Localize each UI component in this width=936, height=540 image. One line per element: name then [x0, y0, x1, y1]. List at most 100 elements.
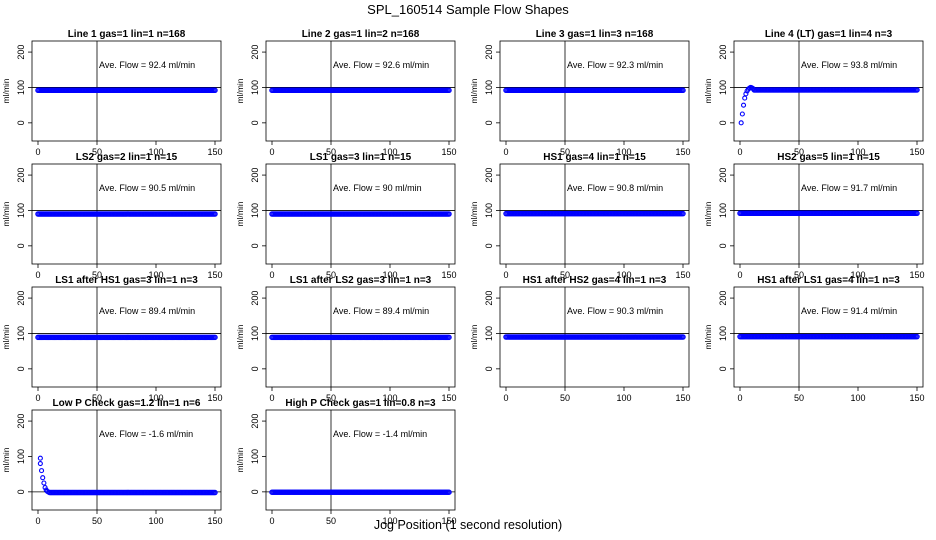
- average-flow-annotation: Ave. Flow = -1.4 ml/min: [333, 429, 427, 439]
- data-point: [212, 489, 218, 496]
- x-tick-label: 50: [794, 393, 804, 403]
- x-tick-label: 150: [207, 270, 222, 280]
- y-tick-label: 0: [250, 366, 260, 371]
- data-point: [212, 87, 218, 94]
- y-axis-label: ml/min: [703, 201, 713, 226]
- y-tick-label: 0: [484, 243, 494, 248]
- y-tick-label: 100: [16, 449, 26, 464]
- data-point: [41, 480, 47, 486]
- data-point: [446, 489, 452, 495]
- x-tick-label: 0: [35, 516, 40, 526]
- x-tick-label: 150: [675, 393, 690, 403]
- average-flow-annotation: Ave. Flow = 90 ml/min: [333, 183, 422, 193]
- x-tick-label: 0: [35, 270, 40, 280]
- data-point: [680, 334, 686, 340]
- panel-6: LS1 gas=3 lin=1 n=15 0 50 100 150 0 100 200 ml/m…: [235, 152, 457, 280]
- data-point: [914, 87, 920, 93]
- panel-8: HS2 gas=5 lin=1 n=15 0 50 100 150 0 100 200 ml/m…: [703, 152, 925, 280]
- y-tick-label: 0: [484, 120, 494, 125]
- plot-frame: [265, 163, 456, 265]
- y-tick-label: 0: [250, 243, 260, 248]
- x-tick-label: 150: [441, 270, 456, 280]
- plot-frame: [733, 286, 924, 388]
- plot-frame: [265, 409, 456, 511]
- panel-14: High P Check gas=1 lin=0.8 n=3 0 50 100 150 0…: [235, 398, 457, 526]
- x-tick-label: 100: [850, 147, 865, 157]
- x-tick-label: 0: [503, 147, 508, 157]
- x-tick-label: 0: [269, 147, 274, 157]
- x-tick-label: 100: [616, 270, 631, 280]
- x-tick-label: 0: [737, 270, 742, 280]
- y-tick-label: 100: [16, 80, 26, 95]
- y-tick-label: 100: [16, 203, 26, 218]
- average-flow-annotation: Ave. Flow = 91.4 ml/min: [801, 306, 897, 316]
- x-tick-label: 50: [794, 147, 804, 157]
- plot-frame: [31, 40, 222, 142]
- y-tick-label: 0: [718, 243, 728, 248]
- panel-3: Line 3 gas=1 lin=3 n=168 0 50 100 150 0 100 200…: [469, 29, 691, 157]
- panel-title: LS1 after HS1 gas=3 lin=1 n=3: [55, 275, 198, 286]
- x-tick-label: 100: [382, 393, 397, 403]
- y-tick-label: 200: [250, 168, 260, 183]
- y-tick-label: 100: [16, 326, 26, 341]
- panel-title: LS1 gas=3 lin=1 n=15: [310, 152, 412, 163]
- data-point: [446, 87, 452, 94]
- panel-title: High P Check gas=1 lin=0.8 n=3: [285, 398, 436, 409]
- data-point: [212, 211, 218, 217]
- y-axis-label: ml/min: [469, 324, 479, 349]
- x-tick-label: 0: [503, 393, 508, 403]
- average-flow-annotation: Ave. Flow = 90.8 ml/min: [567, 183, 663, 193]
- x-tick-label: 100: [382, 270, 397, 280]
- panel-1: Line 1 gas=1 lin=1 n=168 0 50 100 150 0 100 200…: [1, 29, 223, 157]
- x-tick-label: 0: [35, 147, 40, 157]
- y-tick-label: 200: [250, 291, 260, 306]
- y-axis-label: ml/min: [235, 201, 245, 226]
- x-tick-label: 0: [35, 393, 40, 403]
- x-tick-label: 100: [148, 393, 163, 403]
- x-tick-label: 150: [441, 516, 456, 526]
- y-tick-label: 0: [484, 366, 494, 371]
- x-tick-label: 100: [382, 147, 397, 157]
- data-point: [212, 334, 218, 341]
- y-tick-label: 100: [250, 80, 260, 95]
- average-flow-annotation: Ave. Flow = 90.5 ml/min: [99, 183, 195, 193]
- x-tick-label: 50: [560, 147, 570, 157]
- data-point: [42, 485, 48, 491]
- x-tick-label: 0: [269, 270, 274, 280]
- x-tick-label: 50: [560, 270, 570, 280]
- x-tick-label: 150: [441, 393, 456, 403]
- y-tick-label: 200: [16, 291, 26, 306]
- y-axis-label: ml/min: [469, 78, 479, 103]
- panel-11: HS1 after HS2 gas=4 lin=1 n=3 0 50 100 150 0 1…: [469, 275, 691, 403]
- average-flow-annotation: Ave. Flow = 90.3 ml/min: [567, 306, 663, 316]
- x-tick-label: 50: [92, 393, 102, 403]
- panel-7: HS1 gas=4 lin=1 n=15 0 50 100 150 0 100 200 ml/m…: [469, 152, 691, 280]
- y-axis-label: ml/min: [235, 324, 245, 349]
- y-tick-label: 200: [484, 291, 494, 306]
- x-tick-label: 150: [441, 147, 456, 157]
- panel-title: Line 1 gas=1 lin=1 n=168: [68, 29, 186, 40]
- panel-2: Line 2 gas=1 lin=2 n=168 0 50 100 150 0 100 200…: [235, 29, 457, 157]
- x-tick-label: 150: [207, 147, 222, 157]
- panel-title: Line 4 (LT) gas=1 lin=4 n=3: [765, 29, 893, 40]
- plot-frame: [265, 286, 456, 388]
- y-tick-label: 100: [250, 449, 260, 464]
- y-tick-label: 200: [484, 45, 494, 60]
- x-tick-label: 50: [794, 270, 804, 280]
- figure-xlabel: Jog Position (1 second resolution): [373, 518, 563, 532]
- x-tick-label: 0: [269, 516, 274, 526]
- panel-13: Low P Check gas=1.2 lin=1 n=6 0 50 100 150 0 1…: [1, 398, 223, 526]
- y-tick-label: 100: [484, 203, 494, 218]
- y-axis-label: ml/min: [469, 201, 479, 226]
- y-tick-label: 200: [16, 168, 26, 183]
- plot-frame: [499, 163, 690, 265]
- panel-9: LS1 after HS1 gas=3 lin=1 n=3 0 50 100 150 0 1…: [1, 275, 223, 403]
- panel-title: Low P Check gas=1.2 lin=1 n=6: [53, 398, 201, 409]
- x-tick-label: 150: [675, 147, 690, 157]
- x-tick-label: 100: [148, 516, 163, 526]
- data-point: [914, 210, 920, 217]
- y-tick-label: 100: [484, 80, 494, 95]
- y-axis-label: ml/min: [703, 324, 713, 349]
- data-point: [680, 87, 686, 94]
